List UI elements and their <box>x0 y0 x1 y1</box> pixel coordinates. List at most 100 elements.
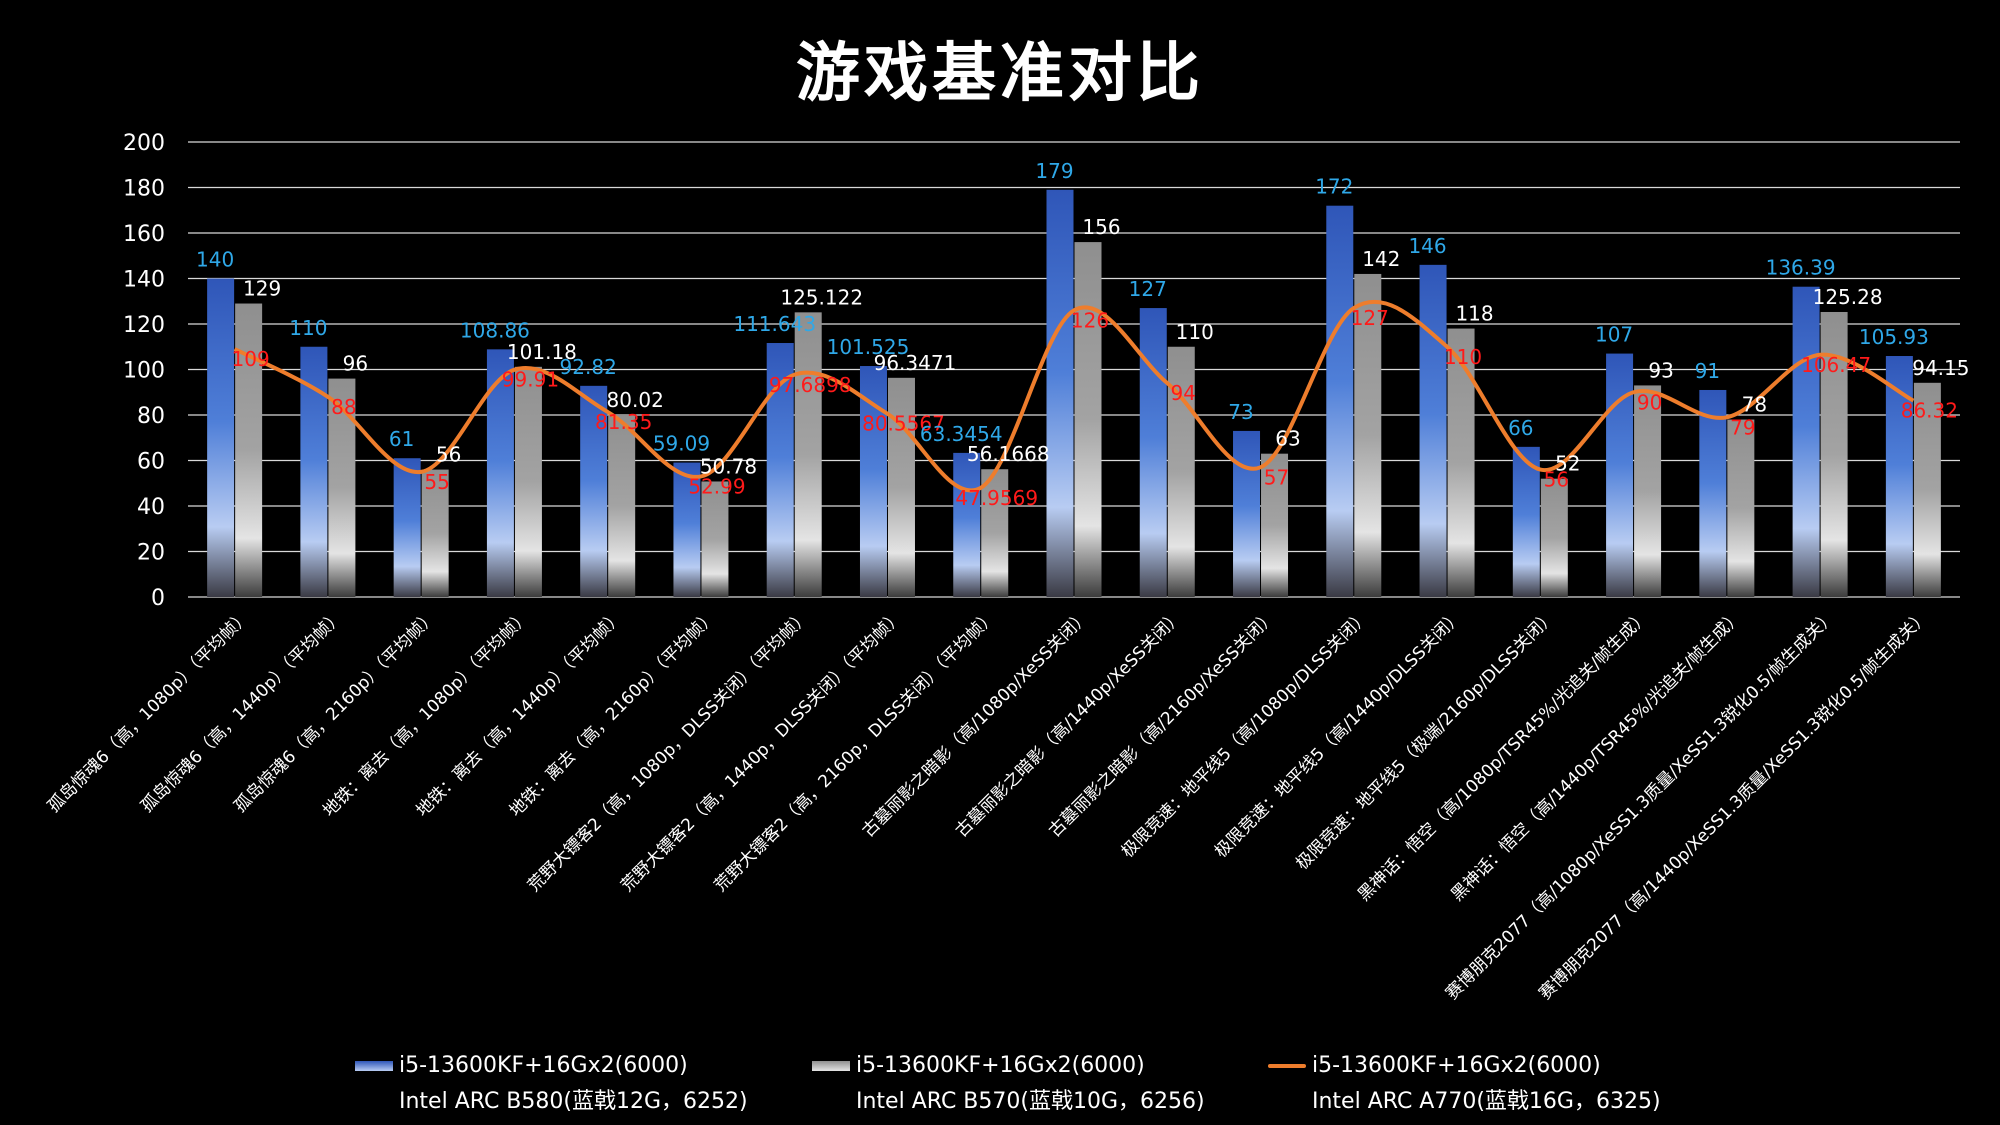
line-series <box>233 299 1915 493</box>
bar-series <box>207 189 1941 597</box>
data-label-b580: 73 <box>1228 400 1253 424</box>
bar-b580 <box>207 278 235 597</box>
grid-lines <box>188 141 1960 598</box>
bar-b570 <box>1727 419 1755 597</box>
bar-b580 <box>953 452 981 597</box>
bar-b580 <box>673 462 701 597</box>
y-tick-label: 160 <box>123 222 165 247</box>
y-tick-label: 40 <box>137 495 165 520</box>
bar-b580 <box>393 458 421 597</box>
data-label-a770: 81.35 <box>595 410 652 434</box>
legend-label: i5-13600KF+16Gx2(6000) <box>399 1053 688 1078</box>
data-label-b570: 63 <box>1275 427 1300 451</box>
data-label-b580: 59.09 <box>653 432 710 456</box>
data-label-b580: 66 <box>1508 416 1533 440</box>
data-label-b580: 105.93 <box>1859 325 1929 349</box>
legend-item-b580: i5-13600KF+16Gx2(6000) Intel ARC B580(蓝戟… <box>355 1048 748 1120</box>
x-tick-label: 孤岛惊魂6（高，1440p）（平均帧） <box>137 606 347 816</box>
bar-b580 <box>1699 389 1727 597</box>
bar-b580 <box>1046 189 1074 597</box>
data-label-b570: 125.28 <box>1813 285 1883 309</box>
data-label-b580: 127 <box>1129 277 1167 301</box>
y-tick-label: 100 <box>123 359 165 384</box>
data-label-b570: 94.15 <box>1912 356 1969 380</box>
bar-b580 <box>1512 446 1540 597</box>
data-label-b570: 56.1668 <box>967 442 1050 466</box>
x-tick-label: 地铁：离去（高，1080p）（平均帧） <box>319 606 534 821</box>
data-label-b580: 92.82 <box>560 355 617 379</box>
data-labels: 1401291091109688615655108.86101.1899.919… <box>196 159 1969 510</box>
bar-b570 <box>421 469 449 597</box>
x-tick-label: 孤岛惊魂6（高，2160p）（平均帧） <box>230 606 440 816</box>
data-label-b580: 108.86 <box>460 318 530 342</box>
legend-item-a770: i5-13600KF+16Gx2(6000) Intel ARC A770(蓝戟… <box>1268 1048 1661 1120</box>
data-label-a770: 106.47 <box>1801 353 1871 377</box>
bar-b570 <box>1913 382 1941 597</box>
bar-b570 <box>981 469 1009 597</box>
data-label-b570: 96 <box>343 352 368 376</box>
legend-label: i5-13600KF+16Gx2(6000) <box>1312 1053 1601 1078</box>
data-label-b580: 146 <box>1408 234 1446 258</box>
data-label-b570: 125.122 <box>780 285 863 309</box>
legend-label: i5-13600KF+16Gx2(6000) <box>856 1053 1145 1078</box>
data-label-a770: 79 <box>1730 415 1755 439</box>
data-label-b570: 78 <box>1742 393 1767 417</box>
legend-swatch-b580 <box>355 1061 393 1071</box>
data-label-b570: 110 <box>1176 320 1214 344</box>
data-label-b570: 93 <box>1648 358 1673 382</box>
data-label-a770: 57 <box>1264 465 1289 489</box>
y-tick-label: 0 <box>151 586 165 611</box>
line-a770 <box>233 299 1915 493</box>
data-label-a770: 90 <box>1637 390 1662 414</box>
data-label-b570: 142 <box>1362 247 1400 271</box>
data-label-a770: 80.5567 <box>862 412 945 436</box>
y-tick-label: 20 <box>137 541 165 566</box>
data-label-b580: 91 <box>1695 359 1720 383</box>
bar-b570 <box>1634 385 1662 597</box>
data-label-b580: 111.643 <box>733 312 816 336</box>
legend-item-b570: i5-13600KF+16Gx2(6000) Intel ARC B570(蓝戟… <box>812 1048 1205 1120</box>
data-label-b580: 110 <box>289 316 327 340</box>
data-label-b580: 140 <box>196 248 234 272</box>
bar-b570 <box>1447 328 1475 597</box>
bar-b570 <box>1074 242 1102 597</box>
legend-label: Intel ARC B580(蓝戟12G，6252) <box>399 1089 748 1114</box>
data-label-a770: 47.9569 <box>955 486 1038 510</box>
data-label-b570: 56 <box>436 443 461 467</box>
data-label-a770: 55 <box>424 470 449 494</box>
data-label-a770: 52.99 <box>688 474 745 498</box>
bar-b570 <box>701 481 729 597</box>
bar-b580 <box>1792 286 1820 597</box>
y-tick-label: 140 <box>123 268 165 293</box>
data-label-a770: 88 <box>331 395 356 419</box>
data-label-b570: 52 <box>1555 452 1580 476</box>
bar-b570 <box>887 377 915 597</box>
x-tick-label: 地铁：离去（高，2160p）（平均帧） <box>506 606 721 821</box>
bar-b570 <box>1354 273 1382 597</box>
data-label-b570: 156 <box>1082 215 1120 239</box>
bar-b580 <box>1419 264 1447 597</box>
data-label-b580: 107 <box>1595 323 1633 347</box>
bar-b570 <box>1261 453 1289 597</box>
x-tick-label: 地铁：离去（高，1440p）（平均帧） <box>413 606 628 821</box>
data-label-b570: 101.18 <box>507 340 577 364</box>
data-label-a770: 110 <box>1444 345 1482 369</box>
legend-label: Intel ARC B570(蓝戟10G，6256) <box>856 1089 1205 1114</box>
bar-b580 <box>1233 430 1261 597</box>
data-label-a770: 94 <box>1171 381 1196 405</box>
x-axis: 孤岛惊魂6（高，1080p）（平均帧）孤岛惊魂6（高，1440p）（平均帧）孤岛… <box>44 606 1933 1004</box>
data-label-a770: 97.6898 <box>769 373 852 397</box>
bar-b580 <box>859 366 887 597</box>
y-tick-label: 60 <box>137 450 165 475</box>
bar-b580 <box>580 385 608 597</box>
data-label-b580: 136.39 <box>1766 256 1836 280</box>
y-tick-label: 120 <box>123 313 165 338</box>
legend-swatch-a770 <box>1268 1064 1306 1068</box>
data-label-b580: 63.3454 <box>920 422 1003 446</box>
bar-b580 <box>1606 353 1634 597</box>
data-label-b570: 80.02 <box>607 388 664 412</box>
y-tick-label: 200 <box>123 131 165 156</box>
data-label-a770: 56 <box>1544 468 1569 492</box>
chart-title: 游戏基准对比 <box>796 37 1204 111</box>
x-tick-label: 孤岛惊魂6（高，1080p）（平均帧） <box>44 606 254 816</box>
